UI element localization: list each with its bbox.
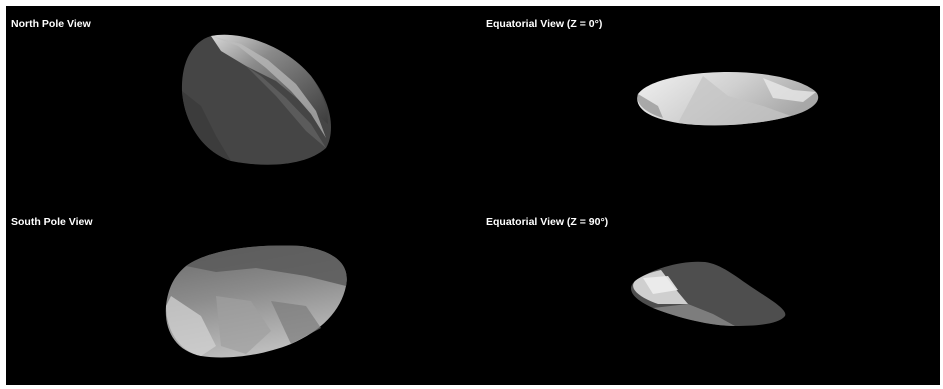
equatorial-z0-view-panel: Equatorial View (Z = 0°) [473, 6, 940, 196]
south-pole-view-label: South Pole View [11, 216, 93, 228]
equatorial-z90-view-label: Equatorial View (Z = 90°) [486, 216, 609, 228]
north-pole-asteroid-render [181, 34, 331, 165]
equatorial-z0-asteroid-render [637, 72, 819, 126]
south-pole-asteroid-shape [165, 245, 347, 358]
equatorial-z90-asteroid-shape [631, 261, 786, 326]
shape-model-viewer: North Pole View Equatorial View (Z = 0°) [6, 6, 940, 385]
equatorial-z0-asteroid-shape [637, 72, 819, 126]
equatorial-z90-asteroid-render [631, 261, 786, 326]
north-pole-asteroid-shape [181, 34, 331, 165]
south-pole-asteroid-render [165, 245, 347, 358]
south-pole-view-panel: South Pole View [6, 206, 473, 385]
equatorial-z90-view-panel: Equatorial View (Z = 90°) [473, 206, 940, 385]
equatorial-z0-view-label: Equatorial View (Z = 0°) [486, 18, 603, 30]
north-pole-view-panel: North Pole View [6, 6, 473, 196]
north-pole-view-label: North Pole View [11, 18, 91, 30]
